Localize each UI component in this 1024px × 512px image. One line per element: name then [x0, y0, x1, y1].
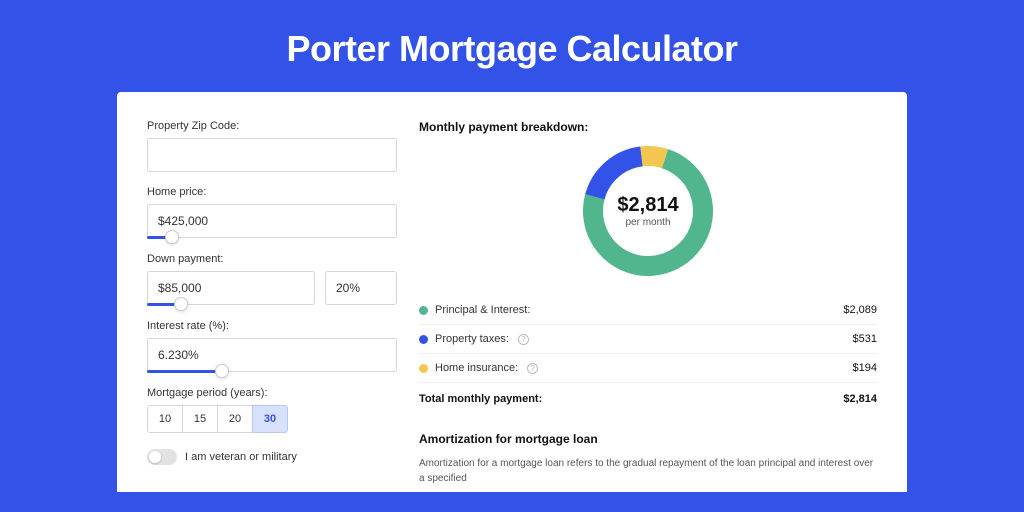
interest-rate-slider[interactable] — [147, 370, 397, 373]
toggle-knob — [149, 451, 161, 463]
period-label: Mortgage period (years): — [147, 387, 397, 399]
legend-dot — [419, 364, 428, 373]
legend-rows: Principal & Interest: $2,089 Property taxe… — [419, 296, 877, 383]
page-title: Porter Mortgage Calculator — [0, 0, 1024, 92]
info-icon[interactable]: ? — [527, 363, 538, 374]
donut-amount: $2,814 — [617, 194, 678, 217]
down-payment-label: Down payment: — [147, 253, 397, 265]
home-price-input[interactable] — [147, 204, 397, 238]
amortization-title: Amortization for mortgage loan — [419, 419, 877, 446]
interest-rate-field-group: Interest rate (%): — [147, 320, 397, 373]
info-icon[interactable]: ? — [518, 334, 529, 345]
inputs-column: Property Zip Code: Home price: Down paym… — [147, 120, 397, 492]
home-price-field-group: Home price: — [147, 186, 397, 239]
legend-label: Principal & Interest: — [435, 304, 530, 316]
veteran-toggle[interactable] — [147, 449, 177, 465]
down-payment-slider[interactable] — [147, 303, 315, 306]
legend-row: Principal & Interest: $2,089 — [419, 296, 877, 325]
slider-thumb[interactable] — [165, 230, 179, 244]
veteran-label: I am veteran or military — [185, 451, 297, 463]
interest-rate-input[interactable] — [147, 338, 397, 372]
amortization-text: Amortization for a mortgage loan refers … — [419, 456, 877, 486]
period-button-20[interactable]: 20 — [217, 405, 253, 433]
calculator-card: Property Zip Code: Home price: Down paym… — [117, 92, 907, 492]
legend-dot — [419, 306, 428, 315]
slider-thumb[interactable] — [174, 297, 188, 311]
legend-label: Property taxes: — [435, 333, 509, 345]
period-button-30[interactable]: 30 — [252, 405, 288, 433]
legend-value: $194 — [853, 362, 877, 374]
legend-dot — [419, 335, 428, 344]
down-payment-pct-input[interactable] — [325, 271, 397, 305]
total-label: Total monthly payment: — [419, 393, 542, 405]
interest-rate-label: Interest rate (%): — [147, 320, 397, 332]
home-price-label: Home price: — [147, 186, 397, 198]
period-button-10[interactable]: 10 — [147, 405, 183, 433]
donut-sub: per month — [617, 217, 678, 228]
period-field-group: Mortgage period (years): 10152030 — [147, 387, 397, 433]
donut-chart: $2,814 per month — [419, 146, 877, 276]
slider-thumb[interactable] — [215, 364, 229, 378]
legend-row: Home insurance:? $194 — [419, 354, 877, 383]
legend-row: Property taxes:? $531 — [419, 325, 877, 354]
legend-label: Home insurance: — [435, 362, 518, 374]
veteran-toggle-row: I am veteran or military — [147, 449, 397, 465]
down-payment-amount-input[interactable] — [147, 271, 315, 305]
home-price-slider[interactable] — [147, 236, 397, 239]
total-row: Total monthly payment: $2,814 — [419, 383, 877, 419]
breakdown-column: Monthly payment breakdown: $2,814 per mo… — [397, 120, 877, 492]
down-payment-field-group: Down payment: — [147, 253, 397, 306]
total-value: $2,814 — [843, 393, 877, 405]
zip-field-group: Property Zip Code: — [147, 120, 397, 172]
period-button-15[interactable]: 15 — [182, 405, 218, 433]
zip-label: Property Zip Code: — [147, 120, 397, 132]
zip-input[interactable] — [147, 138, 397, 172]
period-buttons: 10152030 — [147, 405, 397, 433]
legend-value: $2,089 — [843, 304, 877, 316]
legend-value: $531 — [853, 333, 877, 345]
breakdown-title: Monthly payment breakdown: — [419, 120, 877, 134]
donut-center: $2,814 per month — [617, 194, 678, 228]
